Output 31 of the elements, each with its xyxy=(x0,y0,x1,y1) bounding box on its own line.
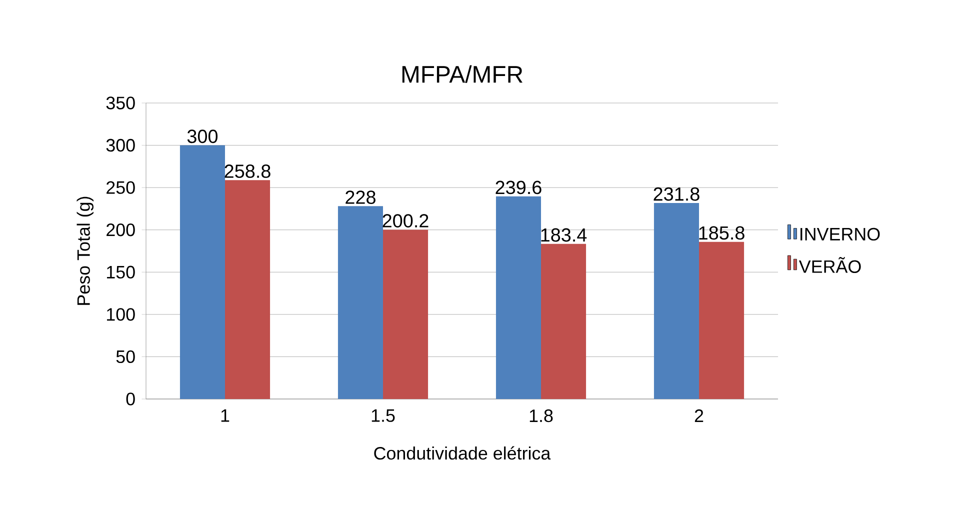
legend-label: VERÃO xyxy=(798,257,861,273)
x-tick-label: 2 xyxy=(694,409,704,422)
bar xyxy=(699,242,744,399)
chart-title: MFPA/MFR xyxy=(402,65,522,83)
y-axis-title: Peso Total (g) xyxy=(76,196,94,305)
y-tick-label: 150 xyxy=(107,266,135,278)
y-tick-label: 300 xyxy=(106,138,135,152)
data-label: 239.6 xyxy=(496,180,542,194)
y-tick-label: 50 xyxy=(116,350,135,364)
x-tick-label: 1 xyxy=(221,409,230,422)
y-tick-label: 350 xyxy=(106,96,135,110)
bar xyxy=(541,244,586,399)
legend-label: INVERNO xyxy=(800,228,880,241)
x-tick-label: 1.5 xyxy=(372,409,395,422)
data-label: 228 xyxy=(346,190,376,204)
y-tick-label: 200 xyxy=(106,224,135,236)
y-tick-label: 0 xyxy=(126,392,135,406)
y-tick-label: 100 xyxy=(107,308,135,321)
bar xyxy=(180,145,225,399)
x-axis-title: Condutividade elétrica xyxy=(374,446,551,460)
bar xyxy=(496,196,542,399)
data-label: 183.4 xyxy=(541,228,587,242)
bar xyxy=(383,230,428,399)
bar xyxy=(225,180,270,399)
y-tick-label: 250 xyxy=(106,181,135,194)
bar xyxy=(338,206,384,399)
data-label: 231.8 xyxy=(654,187,700,201)
x-tick-label: 1.8 xyxy=(530,409,553,422)
bar xyxy=(654,202,700,399)
data-label: 185.8 xyxy=(699,226,744,240)
data-label: 300 xyxy=(187,130,218,144)
